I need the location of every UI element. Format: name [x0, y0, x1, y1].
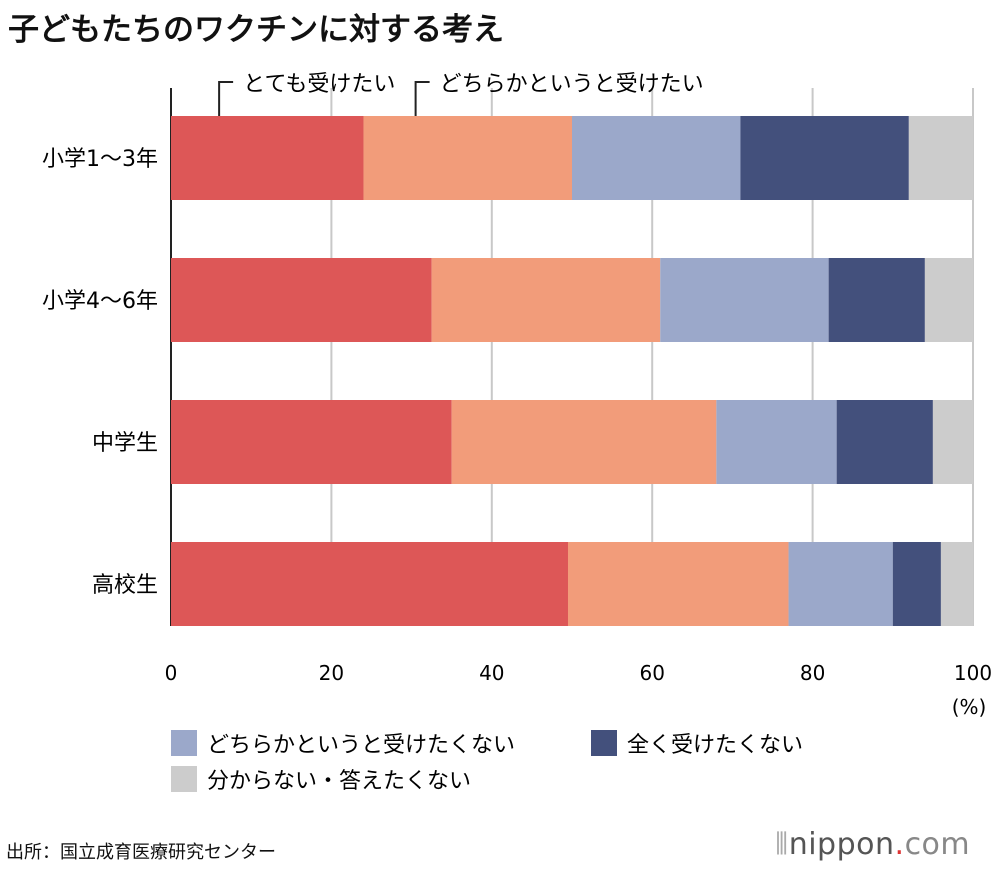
bar-segment — [716, 400, 837, 484]
category-label: 高校生 — [92, 573, 158, 598]
bar-segment — [171, 542, 568, 626]
bar-segment — [660, 258, 829, 342]
legend-swatch — [171, 766, 197, 792]
x-tick-label: 80 — [800, 661, 825, 685]
annotation-label: とても受けたい — [243, 72, 395, 97]
x-tick-label: 40 — [479, 661, 504, 685]
bar-segment — [924, 258, 973, 342]
category-label: 小学1～3年 — [42, 147, 158, 172]
x-tick-label: 60 — [639, 661, 664, 685]
annotation-leader-line — [414, 81, 430, 116]
category-label: 小学4～6年 — [42, 289, 158, 314]
bar-segment — [171, 258, 432, 342]
logo-mark-icon: ⦀ — [775, 827, 789, 862]
legend-label: 分からない・答えたくない — [207, 769, 471, 794]
legend-swatch — [171, 730, 197, 756]
bar-segment — [572, 116, 741, 200]
annotation-label: どちらかというと受けたい — [440, 72, 704, 97]
bar-segment — [451, 400, 717, 484]
bar-segment — [431, 258, 661, 342]
annotation-leader-line — [218, 81, 234, 116]
nippon-logo: ⦀nippon.com — [775, 827, 970, 862]
bar-segment — [788, 542, 893, 626]
bar-segment — [363, 116, 572, 200]
bar-segment — [740, 116, 909, 200]
bar-segment — [908, 116, 973, 200]
bar-segment — [567, 542, 789, 626]
x-unit-label: (%) — [952, 695, 987, 719]
chart-title: 子どもたちのワクチンに対する考え — [8, 12, 504, 48]
x-tick-label: 0 — [165, 661, 178, 685]
logo-text: nippon.com — [788, 827, 971, 862]
bar-segment — [940, 542, 973, 626]
category-label: 中学生 — [92, 431, 158, 456]
legend-swatch — [591, 730, 617, 756]
x-tick-label: 100 — [954, 661, 992, 685]
x-tick-label: 20 — [319, 661, 344, 685]
bar-segment — [828, 258, 925, 342]
bar-segment — [892, 542, 941, 626]
bar-segment — [171, 400, 452, 484]
legend-label: 全く受けたくない — [627, 733, 803, 758]
legend-label: どちらかというと受けたくない — [207, 733, 515, 758]
source-note: 出所：国立成育医療研究センター — [6, 842, 276, 863]
bar-segment — [836, 400, 933, 484]
bar-segment — [932, 400, 973, 484]
bar-segment — [171, 116, 364, 200]
